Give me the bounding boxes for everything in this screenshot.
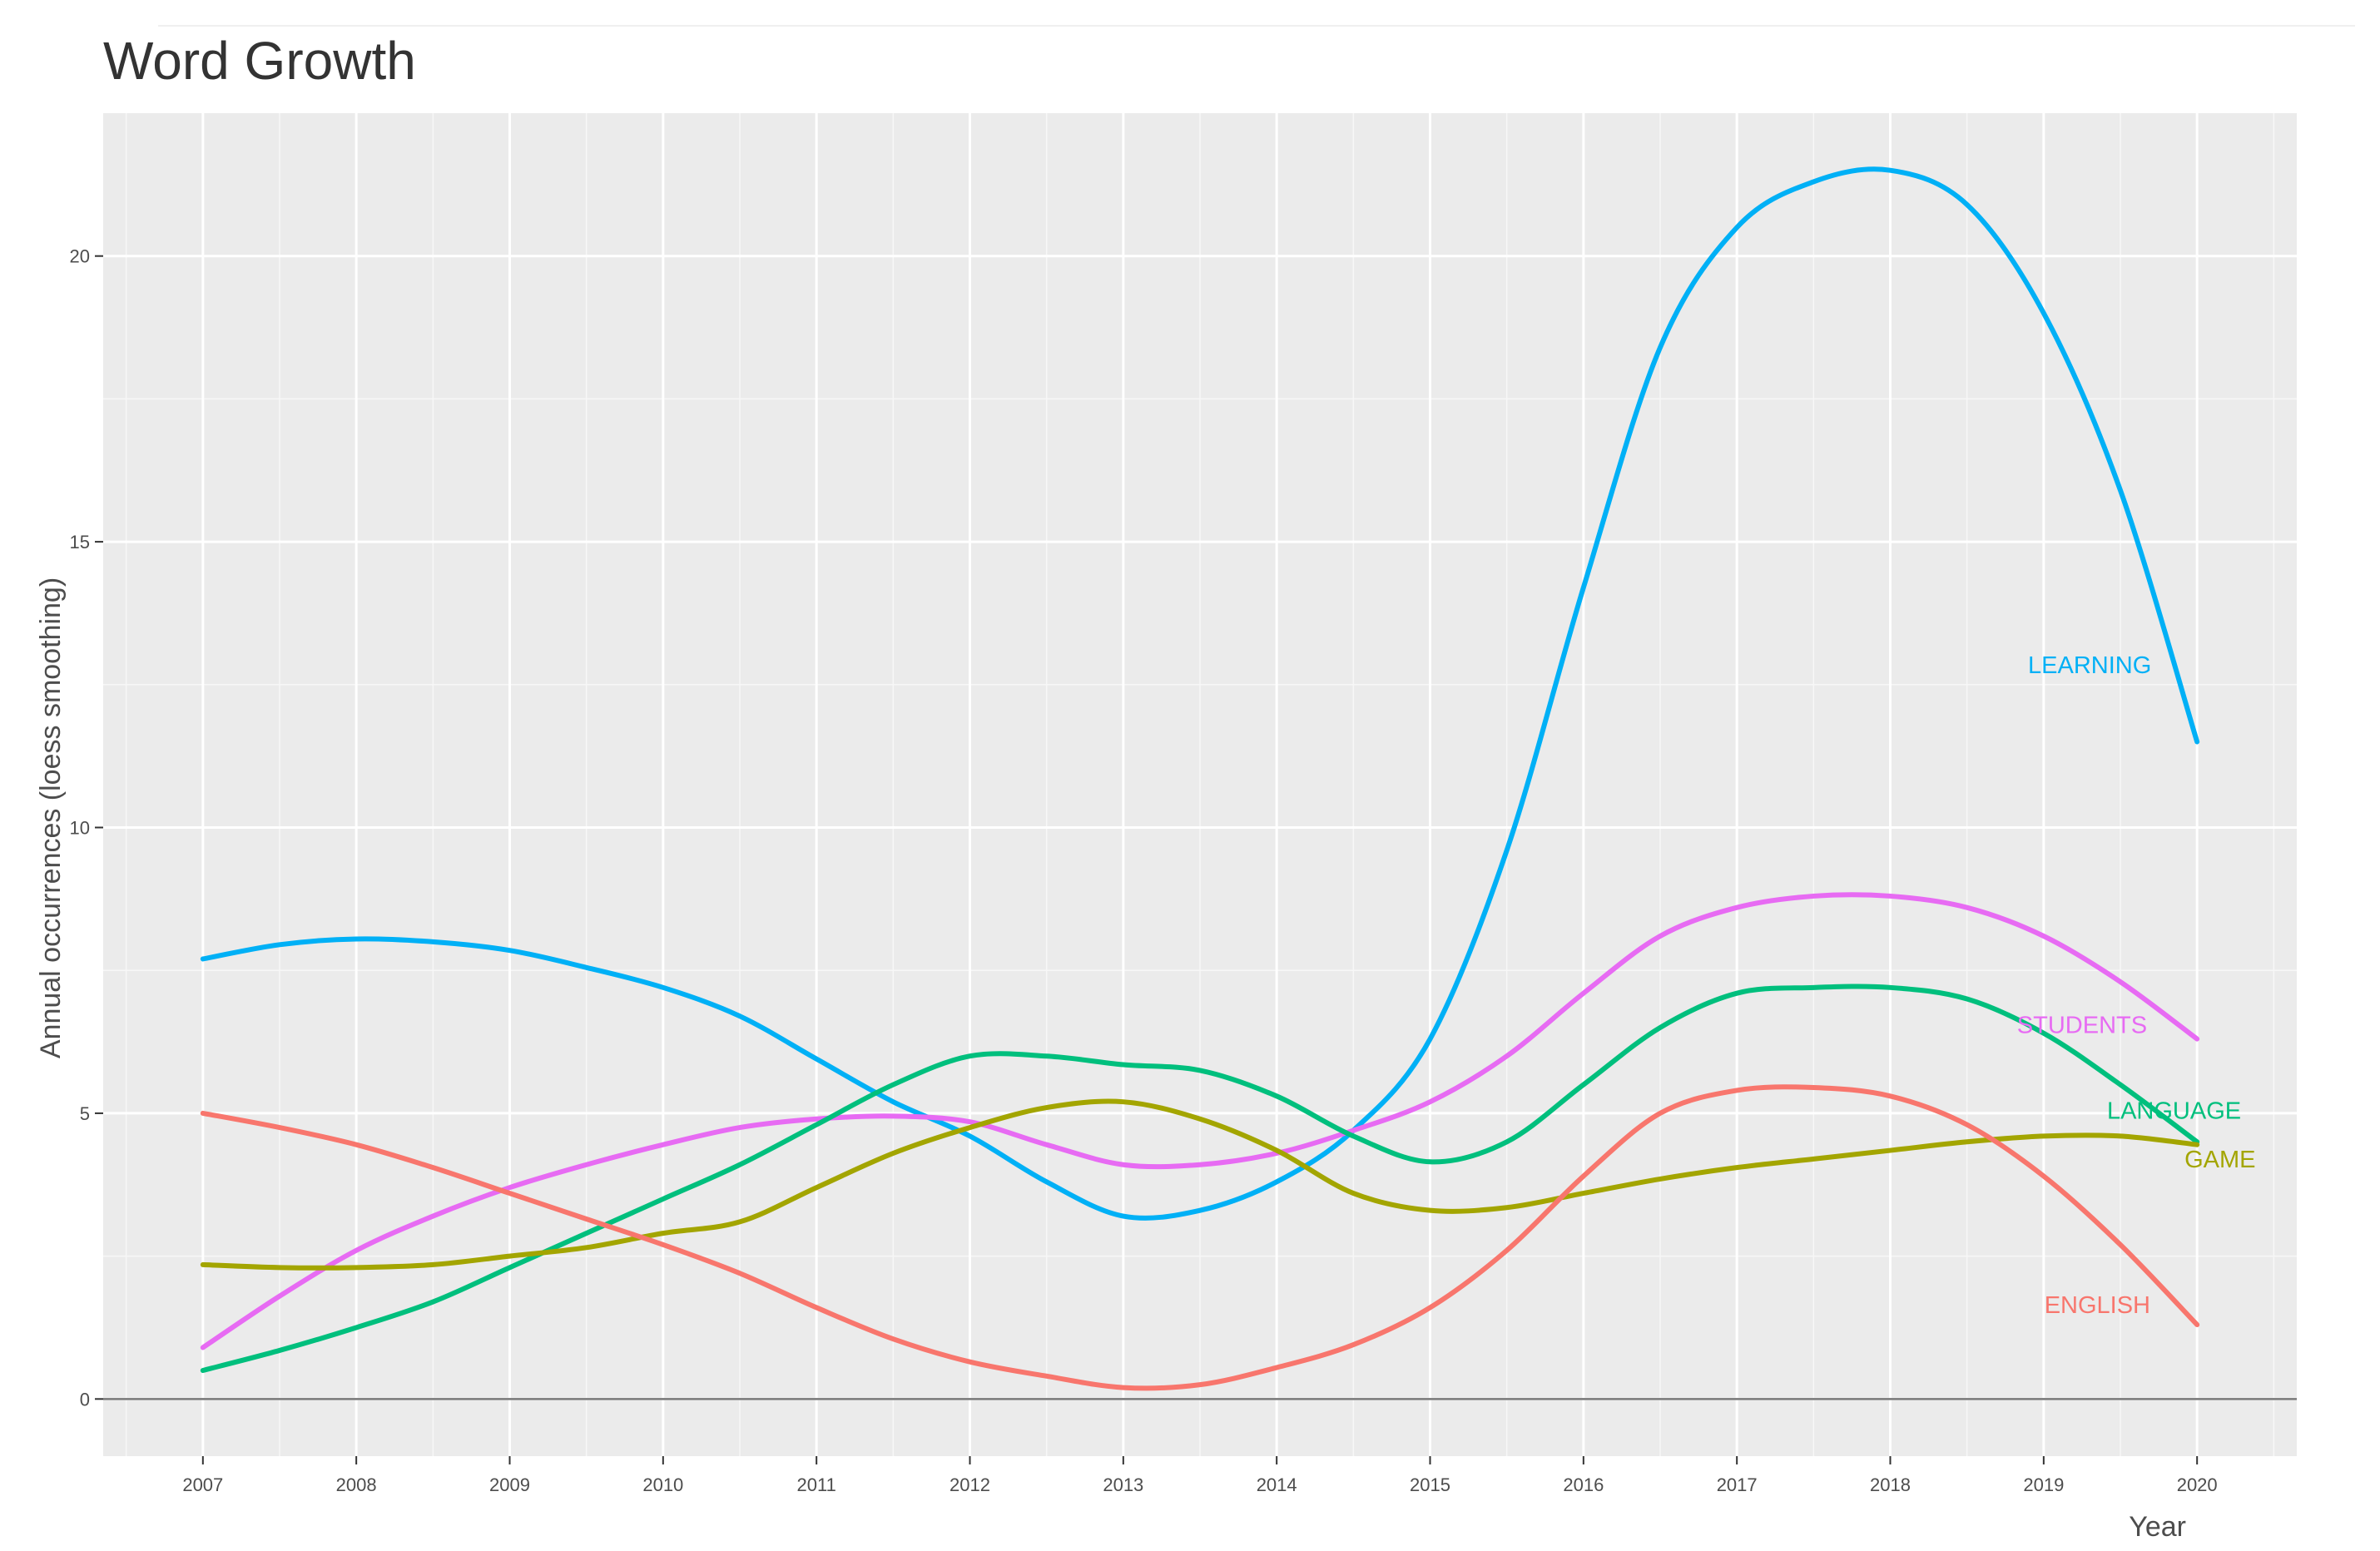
x-tick-label: 2018 — [1870, 1474, 1911, 1495]
series-line-game — [200, 1098, 2200, 1271]
x-tick-label: 2013 — [1103, 1474, 1143, 1495]
y-tick-label: 20 — [70, 246, 90, 267]
x-tick-label: 2014 — [1257, 1474, 1297, 1495]
series-line-students — [200, 892, 2200, 1350]
y-tick-label: 10 — [70, 818, 90, 839]
x-tick-label: 2010 — [642, 1474, 683, 1495]
y-axis-title: Annual occurrences (loess smoothing) — [35, 577, 67, 1058]
series-label-learning: LEARNING — [2028, 652, 2151, 679]
y-tick-label: 5 — [80, 1103, 90, 1124]
top-divider — [158, 25, 2355, 27]
y-tick-label: 15 — [70, 532, 90, 553]
major-grid — [103, 113, 2297, 1456]
series-label-english: ENGLISH — [2045, 1292, 2150, 1319]
x-tick-label: 2012 — [950, 1474, 990, 1495]
x-tick-label: 2019 — [2023, 1474, 2064, 1495]
x-tick-label: 2008 — [336, 1474, 377, 1495]
x-tick-label: 2015 — [1410, 1474, 1450, 1495]
x-axis: 2007 2008 2009 2010 2011 2012 2013 2014 2015 2016… — [182, 1456, 2218, 1495]
y-tick-label: 0 — [80, 1389, 90, 1410]
x-axis-title: Year — [2129, 1511, 2186, 1543]
x-tick-label: 2009 — [489, 1474, 530, 1495]
series-labels: LEARNING STUDENTS LANGUAGE GAME ENGLISH — [2017, 652, 2256, 1319]
x-tick-label: 2016 — [1563, 1474, 1604, 1495]
series-line-english — [200, 1084, 2200, 1391]
series-label-language: LANGUAGE — [2107, 1098, 2241, 1124]
series-label-game: GAME — [2184, 1147, 2255, 1173]
x-tick-label: 2011 — [797, 1474, 836, 1495]
series-label-students: STUDENTS — [2017, 1012, 2147, 1038]
x-tick-label: 2020 — [2177, 1474, 2218, 1495]
chart-title: Word Growth — [103, 31, 416, 91]
x-tick-label: 2007 — [182, 1474, 223, 1495]
series-layer — [200, 166, 2200, 1391]
x-tick-label: 2017 — [1717, 1474, 1758, 1495]
y-axis: 0 5 10 15 20 — [70, 246, 103, 1410]
series-line-learning — [200, 166, 2200, 1221]
